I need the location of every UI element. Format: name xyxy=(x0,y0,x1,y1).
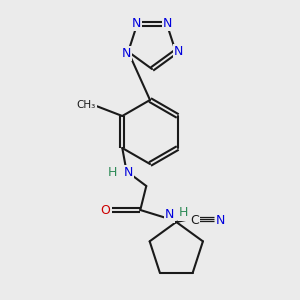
Text: N: N xyxy=(216,214,225,226)
Text: N: N xyxy=(132,17,141,30)
Text: C: C xyxy=(190,214,199,226)
Text: N: N xyxy=(122,47,131,60)
Text: N: N xyxy=(163,17,172,30)
Text: N: N xyxy=(165,208,174,221)
Text: H: H xyxy=(178,206,188,220)
Text: CH₃: CH₃ xyxy=(77,100,96,110)
Text: H: H xyxy=(108,166,117,178)
Text: O: O xyxy=(100,205,110,218)
Text: N: N xyxy=(174,45,184,58)
Text: N: N xyxy=(124,166,133,178)
